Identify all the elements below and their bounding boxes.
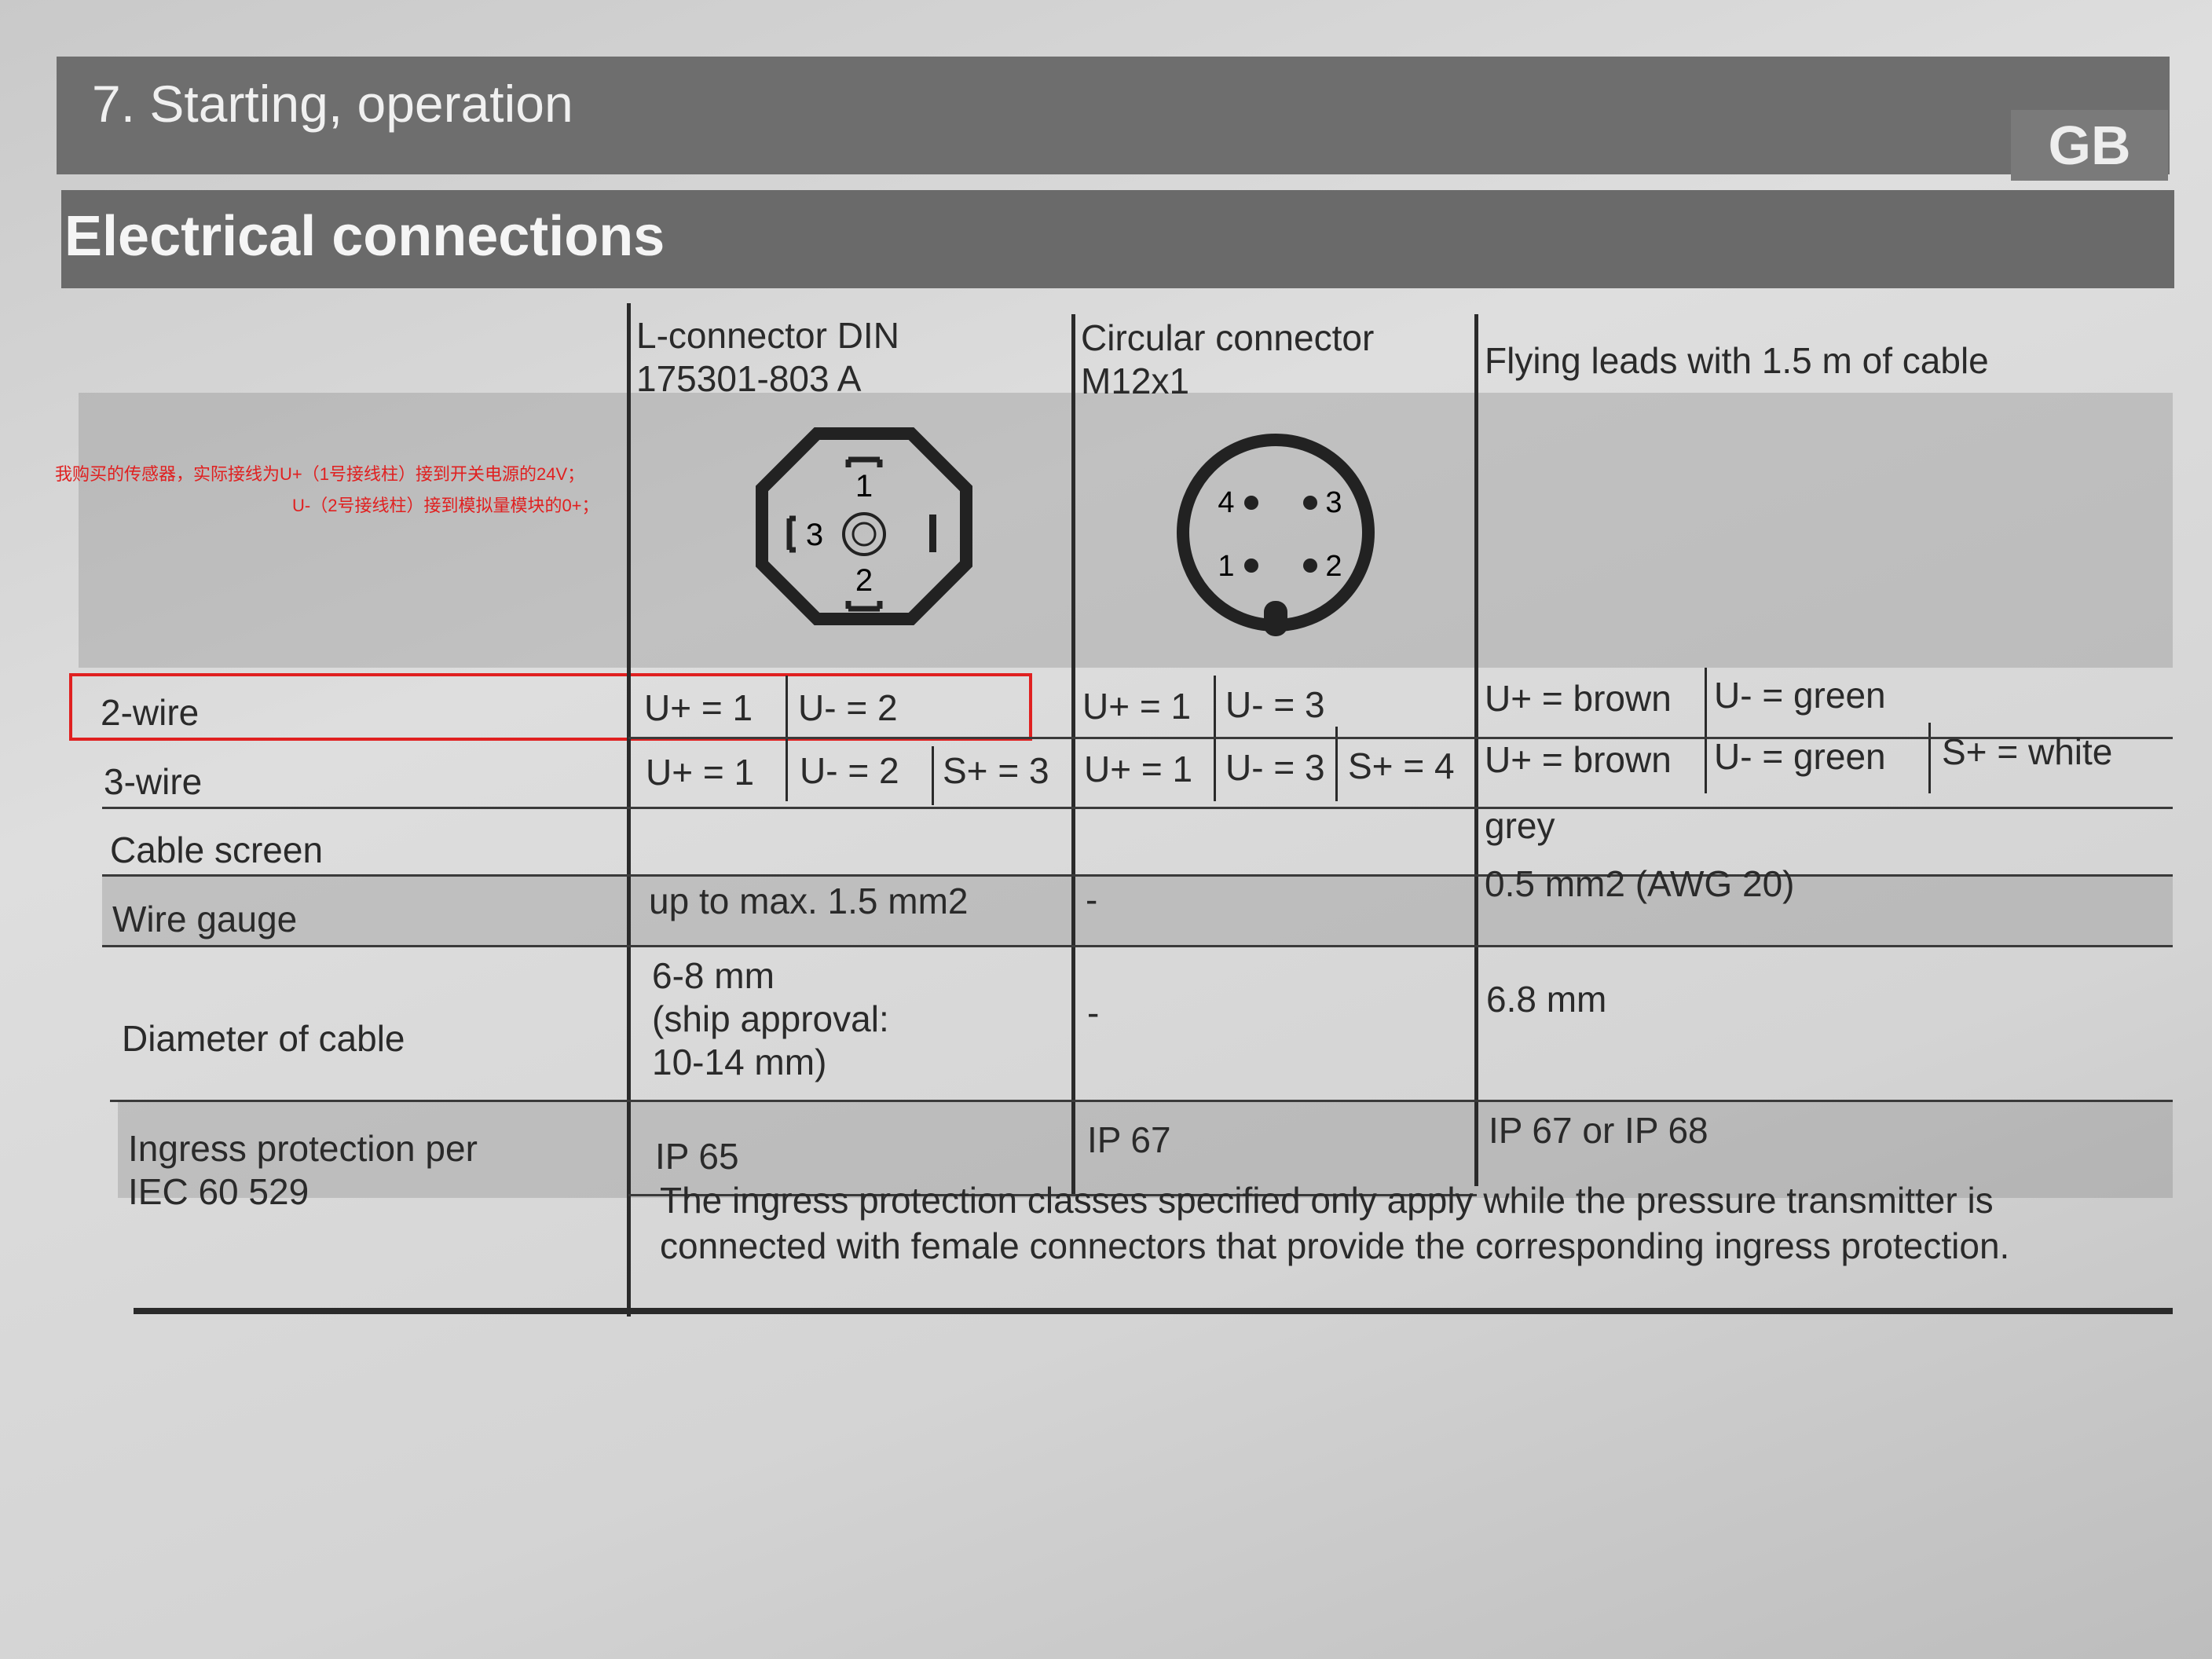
- cell-3wire-lconn-uminus: U- = 2: [800, 750, 899, 791]
- cell-diameter-m12: -: [1087, 992, 1100, 1033]
- table-bottom-rule: [134, 1308, 2173, 1314]
- cell-wire-gauge-lconn: up to max. 1.5 mm2: [649, 881, 969, 921]
- col-header-line: L-connector DIN: [636, 315, 899, 356]
- annotation-line-1: 我购买的传感器，实际接线为U+（1号接线柱）接到开关电源的24V；: [55, 464, 585, 484]
- cell-ingress-lconn: IP 65: [655, 1136, 739, 1177]
- row-divider: [102, 874, 2173, 877]
- cell-2wire-leads-uplus: U+ = brown: [1485, 678, 1672, 719]
- cell-line: 10-14 mm): [652, 1042, 827, 1083]
- cell-2wire-leads-uminus: U- = green: [1714, 675, 1886, 716]
- cell-diameter-lconn: 6-8 mm (ship approval: 10-14 mm): [652, 954, 889, 1085]
- row-label-line: IEC 60 529: [128, 1171, 309, 1213]
- cell-line: (ship approval:: [652, 998, 889, 1040]
- header-shade: [79, 393, 2173, 668]
- cell-line: 6-8 mm: [652, 955, 775, 996]
- l-connector-pinout-diagram: 1 2 3: [756, 427, 972, 625]
- ground-symbol: [842, 512, 886, 556]
- cell-ingress-leads: IP 67 or IP 68: [1489, 1110, 1708, 1151]
- col-header-l-connector: L-connector DIN 175301-803 A: [636, 314, 899, 401]
- key-bar: [929, 515, 936, 552]
- pin-dot: [1303, 558, 1317, 573]
- row-divider: [102, 945, 2173, 947]
- col-header-line: M12x1: [1081, 361, 1190, 402]
- note-line: connected with female connectors that pr…: [660, 1225, 2010, 1266]
- subsection-title: Electrical connections: [64, 205, 665, 268]
- cell-2wire-lconn-uminus: U- = 2: [798, 687, 898, 728]
- connector-outline: [1177, 434, 1375, 632]
- section-header-band: 7. Starting, operation: [57, 57, 2170, 174]
- cell-diameter-leads: 6.8 mm: [1486, 979, 1607, 1020]
- cell-ingress-m12: IP 67: [1087, 1119, 1171, 1160]
- cell-wire-gauge-m12: -: [1086, 879, 1098, 920]
- row-label-line: Ingress protection per: [128, 1128, 478, 1169]
- cell-3wire-lconn-splus: S+ = 3: [943, 750, 1049, 791]
- column-divider: [1474, 314, 1478, 1186]
- cell-3wire-m12-uplus: U+ = 1: [1084, 749, 1193, 789]
- cell-divider: [932, 746, 934, 805]
- row-label-3-wire: 3-wire: [104, 761, 203, 802]
- row-divider: [628, 1194, 1477, 1196]
- row-label-cable-screen: Cable screen: [110, 830, 324, 870]
- ingress-shade: [118, 1100, 2173, 1198]
- row-divider: [628, 737, 2173, 739]
- connector-outline: [756, 427, 972, 625]
- column-divider: [1071, 314, 1075, 1194]
- subsection-header-band: Electrical connections: [61, 190, 2174, 288]
- highlight-box: [69, 673, 1032, 741]
- cell-3wire-leads-splus: S+ = white: [1942, 731, 2113, 772]
- col-header-flying-leads: Flying leads with 1.5 m of cable: [1485, 340, 1989, 381]
- row-label-ingress: Ingress protection per IEC 60 529: [128, 1127, 478, 1214]
- pin-label: 2: [855, 563, 873, 598]
- column-divider: [627, 303, 631, 1317]
- cell-wire-gauge-leads: 0.5 mm2 (AWG 20): [1485, 863, 1795, 904]
- pin-label: 3: [806, 518, 823, 552]
- section-title: 7. Starting, operation: [92, 75, 573, 133]
- col-header-m12: Circular connector M12x1: [1081, 317, 1374, 403]
- pin-label: 1: [855, 469, 873, 504]
- cell-3wire-leads-uminus: U- = green: [1714, 736, 1886, 777]
- pin-dot: [1244, 496, 1258, 510]
- cell-divider: [1335, 727, 1338, 801]
- cell-divider: [1705, 668, 1707, 793]
- cell-3wire-leads-uplus: U+ = brown: [1485, 739, 1672, 780]
- pin-dot: [1303, 496, 1317, 510]
- cell-2wire-lconn-uplus: U+ = 1: [644, 687, 753, 728]
- pin-label: 4: [1218, 486, 1234, 519]
- row-divider: [110, 1100, 2173, 1102]
- pin-dot: [1244, 558, 1258, 573]
- pin-label: 3: [1325, 486, 1342, 519]
- note-line: The ingress protection classes specified…: [660, 1180, 1994, 1221]
- cell-2wire-m12-uplus: U+ = 1: [1082, 686, 1192, 727]
- cell-divider: [1928, 723, 1931, 793]
- cell-2wire-m12-uminus: U- = 3: [1225, 684, 1325, 725]
- pin-label: 2: [1325, 550, 1342, 583]
- cell-3wire-m12-uminus: U- = 3: [1225, 747, 1325, 788]
- m12-pinout-diagram: 4 3 1 2: [1177, 434, 1375, 636]
- col-header-line: 175301-803 A: [636, 358, 862, 400]
- cell-cable-screen-leads: grey: [1485, 805, 1555, 846]
- row-label-diameter: Diameter of cable: [122, 1018, 405, 1059]
- row-divider: [102, 807, 2173, 809]
- language-badge: GB: [2011, 110, 2168, 181]
- row-label-2-wire: 2-wire: [101, 692, 200, 733]
- cell-3wire-m12-splus: S+ = 4: [1348, 745, 1455, 786]
- pin-bracket: [845, 456, 883, 467]
- row-label-wire-gauge: Wire gauge: [112, 899, 298, 939]
- pin-bracket: [786, 515, 796, 553]
- ingress-note: The ingress protection classes specified…: [660, 1178, 2152, 1269]
- col-header-line: Circular connector: [1081, 317, 1375, 358]
- wire-gauge-shade: [102, 876, 2173, 947]
- pin-bracket: [845, 601, 883, 612]
- cell-3wire-lconn-uplus: U+ = 1: [646, 752, 755, 793]
- annotation-line-2: U-（2号接线柱）接到模拟量模块的0+；: [292, 496, 599, 515]
- key-notch: [1264, 601, 1287, 636]
- ground-symbol-inner: [851, 522, 877, 547]
- pin-label: 1: [1218, 550, 1234, 583]
